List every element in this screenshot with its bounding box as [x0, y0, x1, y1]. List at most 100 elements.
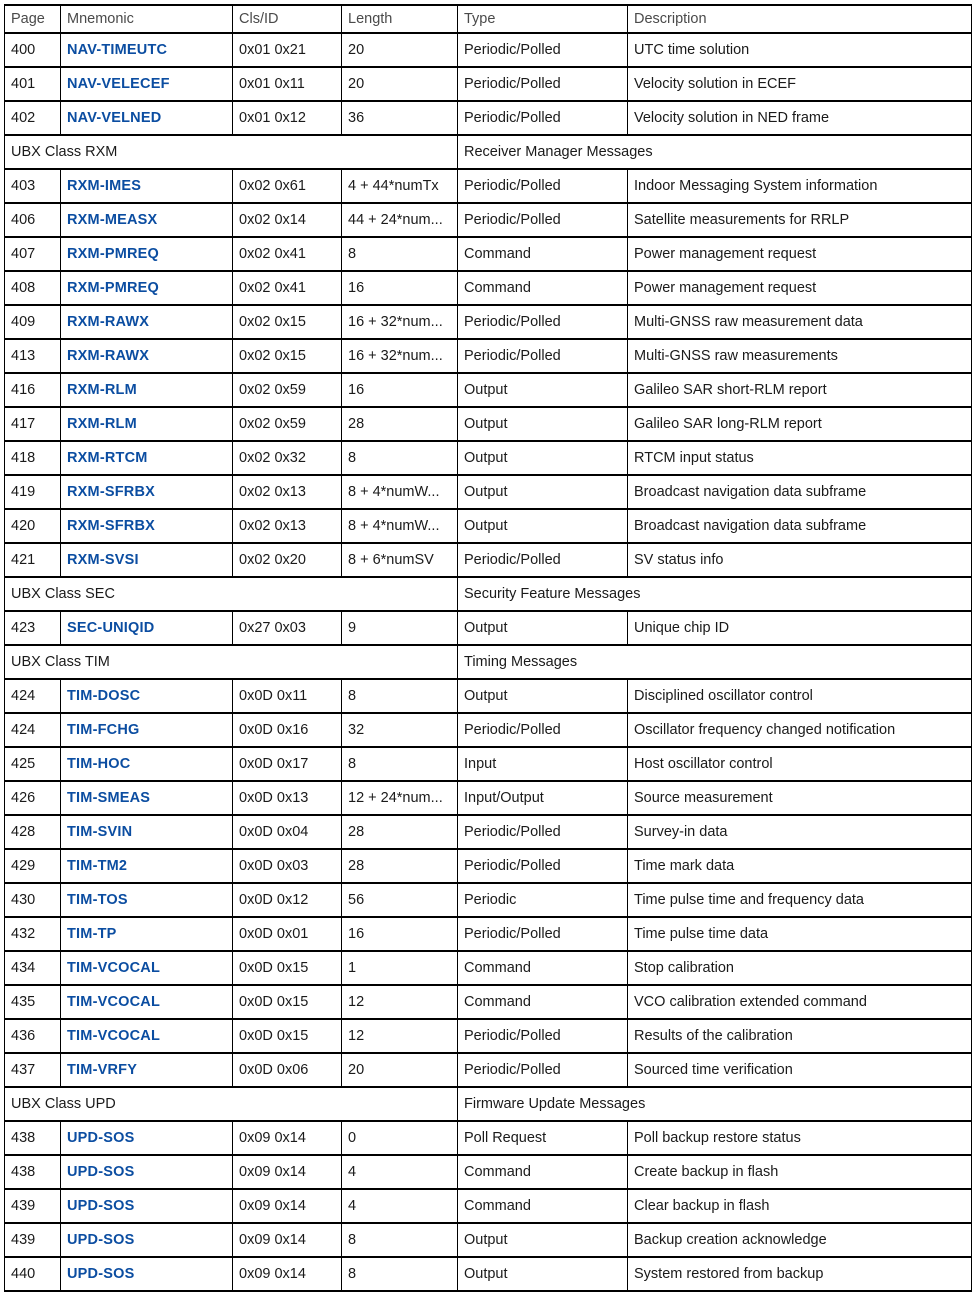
mnemonic-link[interactable]: TIM-HOC: [67, 755, 131, 772]
table-row: 429 TIM-TM2 0x0D 0x03 28 Periodic/Polled Time…: [4, 848, 972, 884]
mnemonic-link[interactable]: SEC-UNIQID: [67, 619, 155, 636]
mnemonic-link[interactable]: TIM-SVIN: [67, 823, 133, 840]
description-cell: Disciplined oscillator control: [627, 678, 972, 714]
type-cell: Output: [457, 610, 628, 646]
type-cell: Command: [457, 270, 628, 306]
table-row: 432 TIM-TP 0x0D 0x01 16 Periodic/Polled Time …: [4, 916, 972, 952]
page-cell: 440: [4, 1256, 61, 1292]
mnemonic-cell: NAV-TIMEUTC: [60, 32, 233, 68]
description-cell: SV status info: [627, 542, 972, 578]
table-row: 420 RXM-SFRBX 0x02 0x13 8 + 4*numW... Output…: [4, 508, 972, 544]
clsid-cell: 0x09 0x14: [232, 1188, 342, 1224]
mnemonic-link[interactable]: UPD-SOS: [67, 1265, 135, 1282]
clsid-cell: 0x0D 0x15: [232, 1018, 342, 1054]
description-cell: Indoor Messaging System information: [627, 168, 972, 204]
column-header-type: Type: [457, 4, 628, 34]
table-row: 430 TIM-TOS 0x0D 0x12 56 Periodic Time pulse …: [4, 882, 972, 918]
length-cell: 16: [341, 372, 458, 408]
mnemonic-link[interactable]: RXM-RAWX: [67, 313, 150, 330]
page-cell: 430: [4, 882, 61, 918]
description-cell: Stop calibration: [627, 950, 972, 986]
ubx-message-summary-table: Page Mnemonic Cls/ID Length Type Description …: [4, 4, 972, 1292]
mnemonic-cell: RXM-RAWX: [60, 304, 233, 340]
type-cell: Output: [457, 678, 628, 714]
column-header-clsid: Cls/ID: [232, 4, 342, 34]
description-cell: Unique chip ID: [627, 610, 972, 646]
mnemonic-link[interactable]: NAV-VELNED: [67, 109, 162, 126]
description-cell: Source measurement: [627, 780, 972, 816]
length-cell: 8: [341, 236, 458, 272]
clsid-cell: 0x02 0x41: [232, 270, 342, 306]
table-header-row: Page Mnemonic Cls/ID Length Type Description: [4, 4, 972, 34]
table-row: 423 SEC-UNIQID 0x27 0x03 9 Output Unique chip…: [4, 610, 972, 646]
page-cell: 402: [4, 100, 61, 136]
mnemonic-link[interactable]: UPD-SOS: [67, 1129, 135, 1146]
mnemonic-link[interactable]: RXM-SFRBX: [67, 517, 155, 534]
mnemonic-link[interactable]: RXM-RAWX: [67, 347, 150, 364]
length-cell: 9: [341, 610, 458, 646]
clsid-cell: 0x02 0x59: [232, 406, 342, 442]
table-row: 424 TIM-DOSC 0x0D 0x11 8 Output Disciplined o…: [4, 678, 972, 714]
mnemonic-link[interactable]: RXM-MEASX: [67, 211, 158, 228]
description-cell: System restored from backup: [627, 1256, 972, 1292]
mnemonic-link[interactable]: NAV-TIMEUTC: [67, 41, 168, 58]
mnemonic-link[interactable]: TIM-VCOCAL: [67, 1027, 161, 1044]
table-row: 402 NAV-VELNED 0x01 0x12 36 Periodic/Polled V…: [4, 100, 972, 136]
length-cell: 16 + 32*num...: [341, 304, 458, 340]
length-cell: 28: [341, 406, 458, 442]
clsid-cell: 0x02 0x20: [232, 542, 342, 578]
length-cell: 8: [341, 678, 458, 714]
mnemonic-link[interactable]: RXM-RLM: [67, 381, 137, 398]
type-cell: Output: [457, 1222, 628, 1258]
mnemonic-link[interactable]: TIM-FCHG: [67, 721, 140, 738]
mnemonic-link[interactable]: NAV-VELECEF: [67, 75, 170, 92]
table-row: 407 RXM-PMREQ 0x02 0x41 8 Command Power manag…: [4, 236, 972, 272]
mnemonic-link[interactable]: UPD-SOS: [67, 1231, 135, 1248]
mnemonic-link[interactable]: RXM-SVSI: [67, 551, 139, 568]
section-class-label: UBX Class RXM: [4, 134, 458, 170]
table-row: 417 RXM-RLM 0x02 0x59 28 Output Galileo SAR l…: [4, 406, 972, 442]
type-cell: Input/Output: [457, 780, 628, 816]
description-cell: Broadcast navigation data subframe: [627, 474, 972, 510]
section-class-label: UBX Class TIM: [4, 644, 458, 680]
mnemonic-link[interactable]: RXM-RLM: [67, 415, 137, 432]
length-cell: 12 + 24*num...: [341, 780, 458, 816]
mnemonic-link[interactable]: TIM-DOSC: [67, 687, 141, 704]
page-cell: 435: [4, 984, 61, 1020]
table-row: 413 RXM-RAWX 0x02 0x15 16 + 32*num... Period…: [4, 338, 972, 374]
mnemonic-link[interactable]: RXM-IMES: [67, 177, 142, 194]
type-cell: Periodic/Polled: [457, 100, 628, 136]
mnemonic-link[interactable]: RXM-RTCM: [67, 449, 148, 466]
column-header-description: Description: [627, 4, 972, 34]
table-row: 418 RXM-RTCM 0x02 0x32 8 Output RTCM input st…: [4, 440, 972, 476]
length-cell: 28: [341, 814, 458, 850]
type-cell: Periodic/Polled: [457, 814, 628, 850]
mnemonic-link[interactable]: TIM-SMEAS: [67, 789, 151, 806]
mnemonic-link[interactable]: TIM-TP: [67, 925, 117, 942]
type-cell: Periodic/Polled: [457, 168, 628, 204]
description-cell: Backup creation acknowledge: [627, 1222, 972, 1258]
mnemonic-cell: TIM-VRFY: [60, 1052, 233, 1088]
mnemonic-cell: RXM-RTCM: [60, 440, 233, 476]
description-cell: Clear backup in flash: [627, 1188, 972, 1224]
mnemonic-link[interactable]: UPD-SOS: [67, 1163, 135, 1180]
page-cell: 423: [4, 610, 61, 646]
mnemonic-link[interactable]: TIM-VCOCAL: [67, 959, 161, 976]
mnemonic-link[interactable]: TIM-VRFY: [67, 1061, 138, 1078]
clsid-cell: 0x01 0x12: [232, 100, 342, 136]
clsid-cell: 0x09 0x14: [232, 1120, 342, 1156]
table-row: 434 TIM-VCOCAL 0x0D 0x15 1 Command Stop calib…: [4, 950, 972, 986]
mnemonic-link[interactable]: RXM-PMREQ: [67, 279, 160, 296]
mnemonic-link[interactable]: UPD-SOS: [67, 1197, 135, 1214]
mnemonic-link[interactable]: TIM-TOS: [67, 891, 128, 908]
clsid-cell: 0x02 0x15: [232, 338, 342, 374]
mnemonic-link[interactable]: RXM-SFRBX: [67, 483, 155, 500]
mnemonic-link[interactable]: TIM-TM2: [67, 857, 128, 874]
mnemonic-link[interactable]: RXM-PMREQ: [67, 245, 160, 262]
type-cell: Command: [457, 1188, 628, 1224]
clsid-cell: 0x0D 0x01: [232, 916, 342, 952]
clsid-cell: 0x09 0x14: [232, 1154, 342, 1190]
mnemonic-link[interactable]: TIM-VCOCAL: [67, 993, 161, 1010]
mnemonic-cell: RXM-SVSI: [60, 542, 233, 578]
description-cell: Time mark data: [627, 848, 972, 884]
